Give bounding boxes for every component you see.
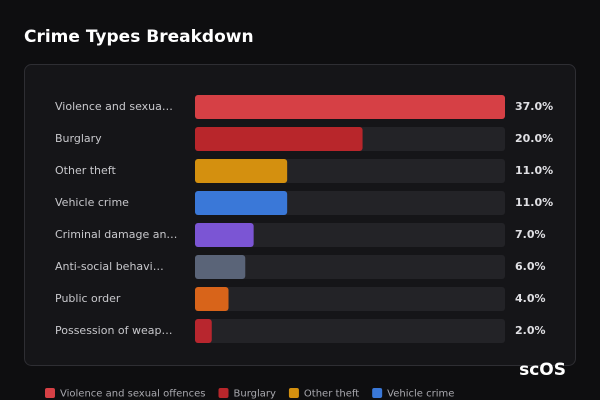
category-label: Criminal damage an… (55, 228, 177, 241)
value-label: 7.0% (515, 228, 546, 241)
legend-label: Burglary (234, 389, 276, 400)
bar (195, 95, 505, 119)
bar-track (195, 223, 505, 247)
legend-swatch (288, 388, 299, 398)
bar (195, 287, 229, 311)
value-label: 6.0% (515, 260, 546, 273)
category-label: Burglary (55, 132, 102, 145)
legend-label: Other theft (304, 389, 359, 400)
value-label: 2.0% (515, 324, 546, 337)
bar (195, 191, 288, 215)
bar (195, 319, 212, 343)
bar-track (195, 255, 505, 279)
legend-swatch (372, 388, 383, 398)
value-label: 20.0% (515, 132, 553, 145)
bar (195, 127, 363, 151)
category-label: Violence and sexua… (55, 100, 173, 113)
category-label: Public order (55, 292, 121, 305)
legend-label: Violence and sexual offences (60, 389, 206, 400)
category-label: Anti-social behavi… (55, 260, 164, 273)
category-label: Possession of weap… (55, 324, 173, 337)
value-label: 11.0% (515, 164, 553, 177)
legend-label: Vehicle crime (387, 389, 454, 400)
legend-swatch (218, 388, 229, 398)
bar (195, 223, 254, 247)
bar-track (195, 287, 505, 311)
watermark: scOS (519, 360, 566, 380)
bar-track (195, 319, 505, 343)
legend-swatch (45, 388, 55, 398)
chart-title: Crime Types Breakdown (24, 27, 254, 47)
value-label: 37.0% (515, 100, 553, 113)
value-label: 11.0% (515, 196, 553, 209)
category-label: Vehicle crime (55, 196, 129, 209)
category-label: Other theft (55, 164, 116, 177)
value-label: 4.0% (515, 292, 546, 305)
bar (195, 255, 246, 279)
bar (195, 159, 288, 183)
